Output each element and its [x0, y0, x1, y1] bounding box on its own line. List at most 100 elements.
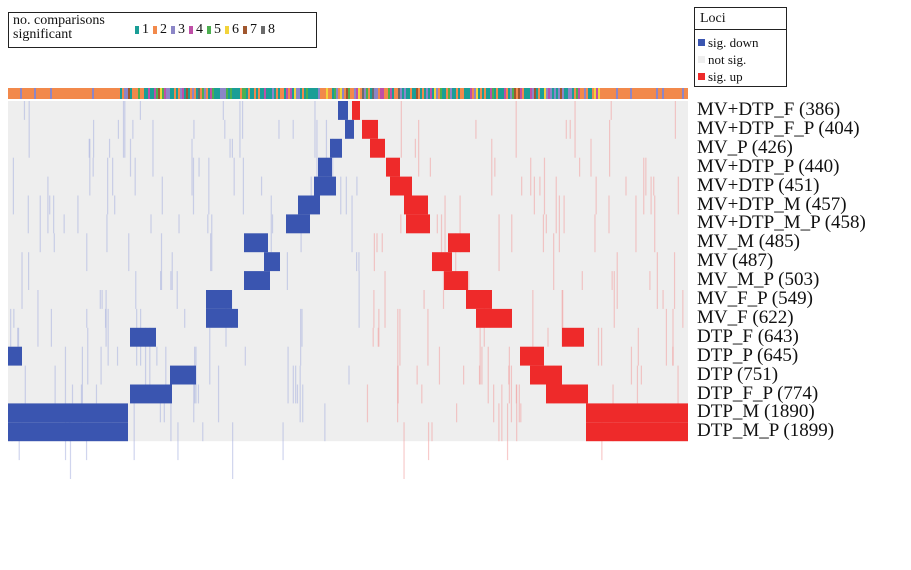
noise-streak	[345, 176, 347, 215]
noise-streak	[677, 365, 679, 423]
noise-streak	[366, 384, 369, 423]
comparison-bar-cell	[292, 88, 294, 99]
comparison-bar-cell	[218, 88, 220, 99]
noise-streak	[532, 290, 534, 347]
comparison-bar-cell	[574, 88, 576, 99]
noise-streak	[498, 214, 500, 272]
comparison-bar-cell	[496, 88, 498, 99]
comparison-bar-cell	[324, 88, 326, 99]
noise-streak	[400, 101, 402, 158]
comparison-bar-cell	[404, 88, 406, 99]
comparison-bar-cell	[500, 88, 502, 99]
loci-legend-item: sig. down	[698, 34, 759, 51]
noise-streak	[17, 327, 20, 347]
legend-label: not sig.	[708, 52, 747, 67]
noise-streak	[468, 271, 470, 290]
noise-streak	[287, 346, 289, 404]
comparison-bar-cell	[28, 88, 30, 99]
comparison-bar-cell	[118, 88, 120, 99]
comparison-bar-cell	[278, 88, 280, 99]
noise-streak	[100, 346, 102, 385]
comparison-bar-cell	[592, 88, 594, 99]
comparison-bar-cell	[614, 88, 616, 99]
comparison-bar-cell	[464, 88, 466, 99]
comparison-bar-cell	[630, 88, 632, 99]
noise-streak	[574, 101, 576, 158]
noise-streak	[114, 195, 116, 215]
comparison-bar-cell	[128, 88, 130, 99]
noise-streak	[242, 157, 244, 215]
comparison-bar-cell	[512, 88, 514, 99]
comparison-bar-cell	[166, 88, 168, 99]
comparison-bar-cell	[646, 88, 648, 99]
noise-streak	[129, 138, 132, 177]
noise-streak	[104, 308, 107, 328]
comparison-bar-cell	[22, 88, 24, 99]
noise-streak	[516, 384, 518, 442]
noise-streak	[239, 101, 241, 158]
comparison-bar-cell	[536, 88, 538, 99]
noise-streak	[135, 271, 137, 309]
comparison-bar-cell	[558, 88, 560, 99]
legend-swatch	[153, 26, 157, 34]
noise-streak	[165, 346, 167, 385]
noise-streak	[124, 101, 126, 158]
legend-label: sig. down	[708, 35, 759, 50]
comparison-bar-cell	[264, 88, 266, 99]
comparison-bar-cell	[648, 88, 650, 99]
noise-streak	[672, 346, 674, 366]
comparison-bar-cell	[26, 88, 28, 99]
comparison-bar-cell	[578, 88, 580, 99]
comparison-bar-cell	[104, 88, 106, 99]
comparison-bar-cell	[622, 88, 624, 99]
noise-streak	[640, 365, 642, 385]
comparison-bar-cell	[394, 88, 396, 99]
row-label: MV+DTP (451)	[697, 174, 820, 196]
comparison-bar-cell	[342, 88, 344, 99]
comparison-bar-cell	[122, 88, 124, 99]
noise-streak	[635, 195, 637, 253]
comparison-bar-cell	[284, 88, 286, 99]
comparison-bar-cell	[290, 88, 292, 99]
comparison-bar-cell	[108, 88, 110, 99]
comparison-bar-cell	[598, 88, 600, 99]
noise-streak	[176, 271, 178, 309]
noise-streak	[511, 214, 513, 253]
noise-streak	[112, 157, 114, 196]
comparison-bar-cell	[418, 88, 420, 99]
noise-streak	[518, 384, 520, 423]
noise-streak	[89, 138, 91, 196]
comparison-bar-cell	[672, 88, 674, 99]
comparison-bar-cell	[154, 88, 156, 99]
noise-streak	[416, 365, 418, 385]
row-label: DTP (751)	[697, 363, 779, 385]
comparison-bar-cell	[498, 88, 500, 99]
legend-swatch	[243, 26, 247, 34]
comparison-bar-cell	[258, 88, 260, 99]
comparison-bar-cell	[34, 88, 36, 99]
comparison-bar-cell	[644, 88, 646, 99]
up-block	[476, 308, 512, 328]
noise-streak	[565, 119, 567, 139]
comparison-bar-cell	[370, 88, 372, 99]
comparison-bar-cell	[208, 88, 210, 99]
comparison-bar-cell	[236, 88, 238, 99]
comparison-bar-cell	[368, 88, 370, 99]
comparison-bar-cell	[344, 88, 346, 99]
comparison-bar-cell	[190, 88, 192, 99]
comparison-bar-cell	[526, 88, 528, 99]
up-block	[586, 403, 688, 423]
comparison-bar-cell	[188, 88, 190, 99]
up-block	[386, 157, 400, 177]
noise-streak	[24, 365, 26, 404]
noise-streak	[54, 365, 56, 404]
comparison-bar-cell	[676, 88, 678, 99]
legend-label: 2	[160, 22, 167, 37]
noise-streak	[510, 365, 513, 423]
comparison-bar-cell	[662, 88, 664, 99]
comparison-bar-cell	[280, 88, 282, 99]
comparison-bar-cell	[616, 88, 618, 99]
comparison-bar-cell	[230, 88, 232, 99]
noise-streak	[672, 308, 674, 366]
noise-streak	[553, 233, 555, 290]
